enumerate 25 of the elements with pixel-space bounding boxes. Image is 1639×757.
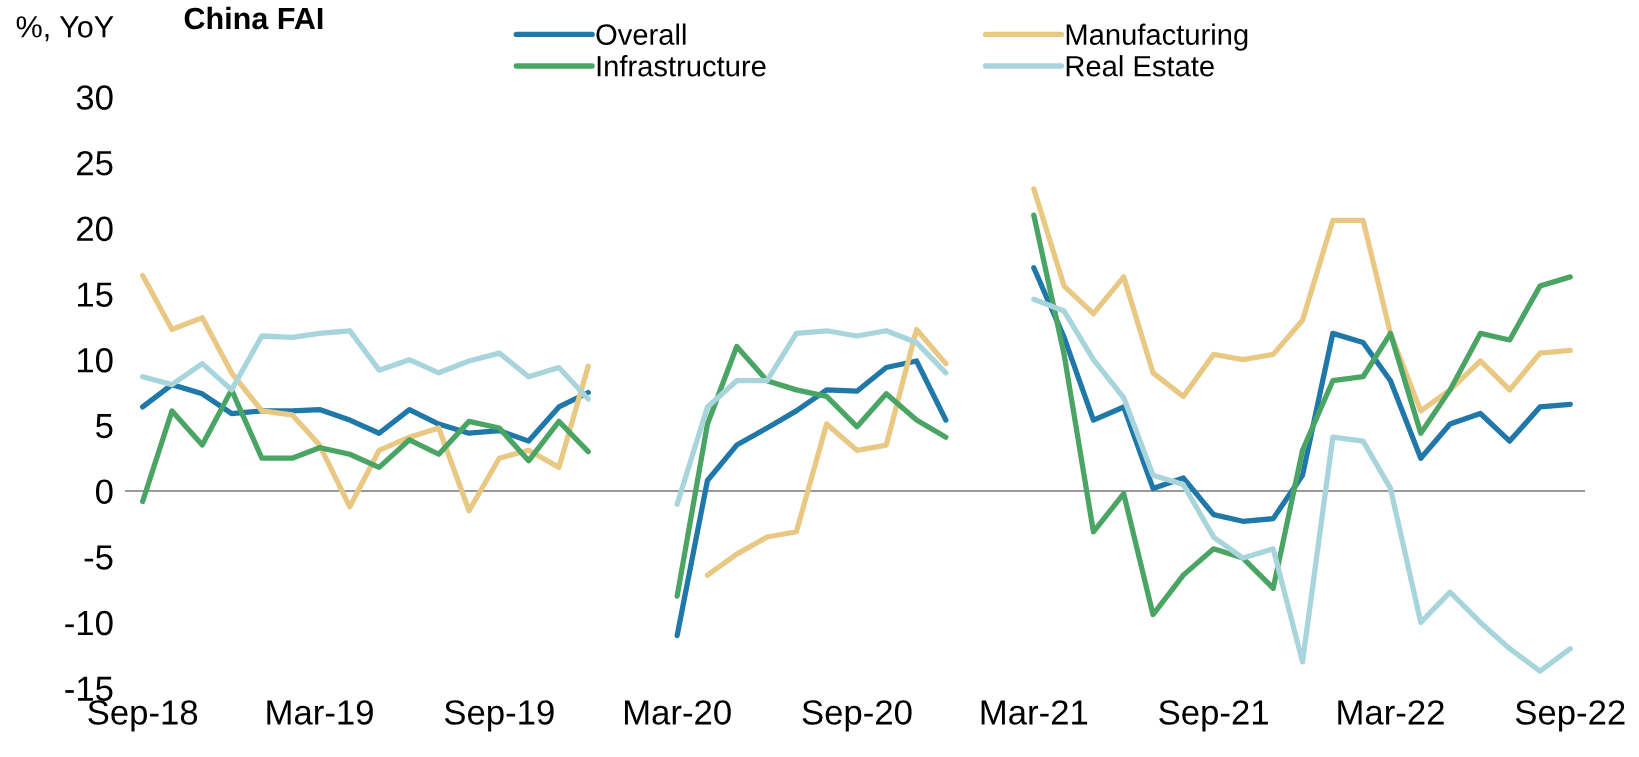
y-tick-label: -10 [65, 610, 113, 636]
chart-title: China FAI [184, 6, 323, 30]
x-tick-label: Sep-19 [444, 700, 554, 732]
x-tick-label: Sep-18 [88, 700, 198, 732]
y-tick-label: 20 [77, 216, 113, 242]
legend-label: Infrastructure [597, 55, 766, 77]
y-tick-label: 5 [96, 414, 113, 439]
x-tick-label: Mar-22 [1338, 700, 1444, 725]
legend-label: Real Estate [1066, 55, 1214, 77]
y-tick-label: -15 [65, 676, 113, 702]
x-tick-label: Mar-20 [625, 700, 731, 725]
x-tick-label: Sep-21 [1159, 700, 1268, 732]
x-tick-label: Mar-21 [981, 700, 1088, 725]
y-tick-label: 30 [76, 85, 113, 110]
legend-label: Manufacturing [1066, 23, 1248, 51]
y-tick-label: -5 [84, 545, 113, 570]
x-tick-label: Sep-22 [1515, 700, 1625, 732]
x-tick-label: Sep-20 [802, 700, 912, 732]
y-tick-label: 10 [77, 347, 113, 373]
y-axis-title: %, YoY [16, 16, 114, 42]
y-tick-label: 0 [95, 479, 113, 504]
y-tick-label: 25 [77, 150, 113, 176]
x-tick-label: Mar-19 [267, 700, 373, 725]
legend-label: Overall [596, 23, 686, 45]
y-tick-label: 15 [77, 282, 113, 307]
